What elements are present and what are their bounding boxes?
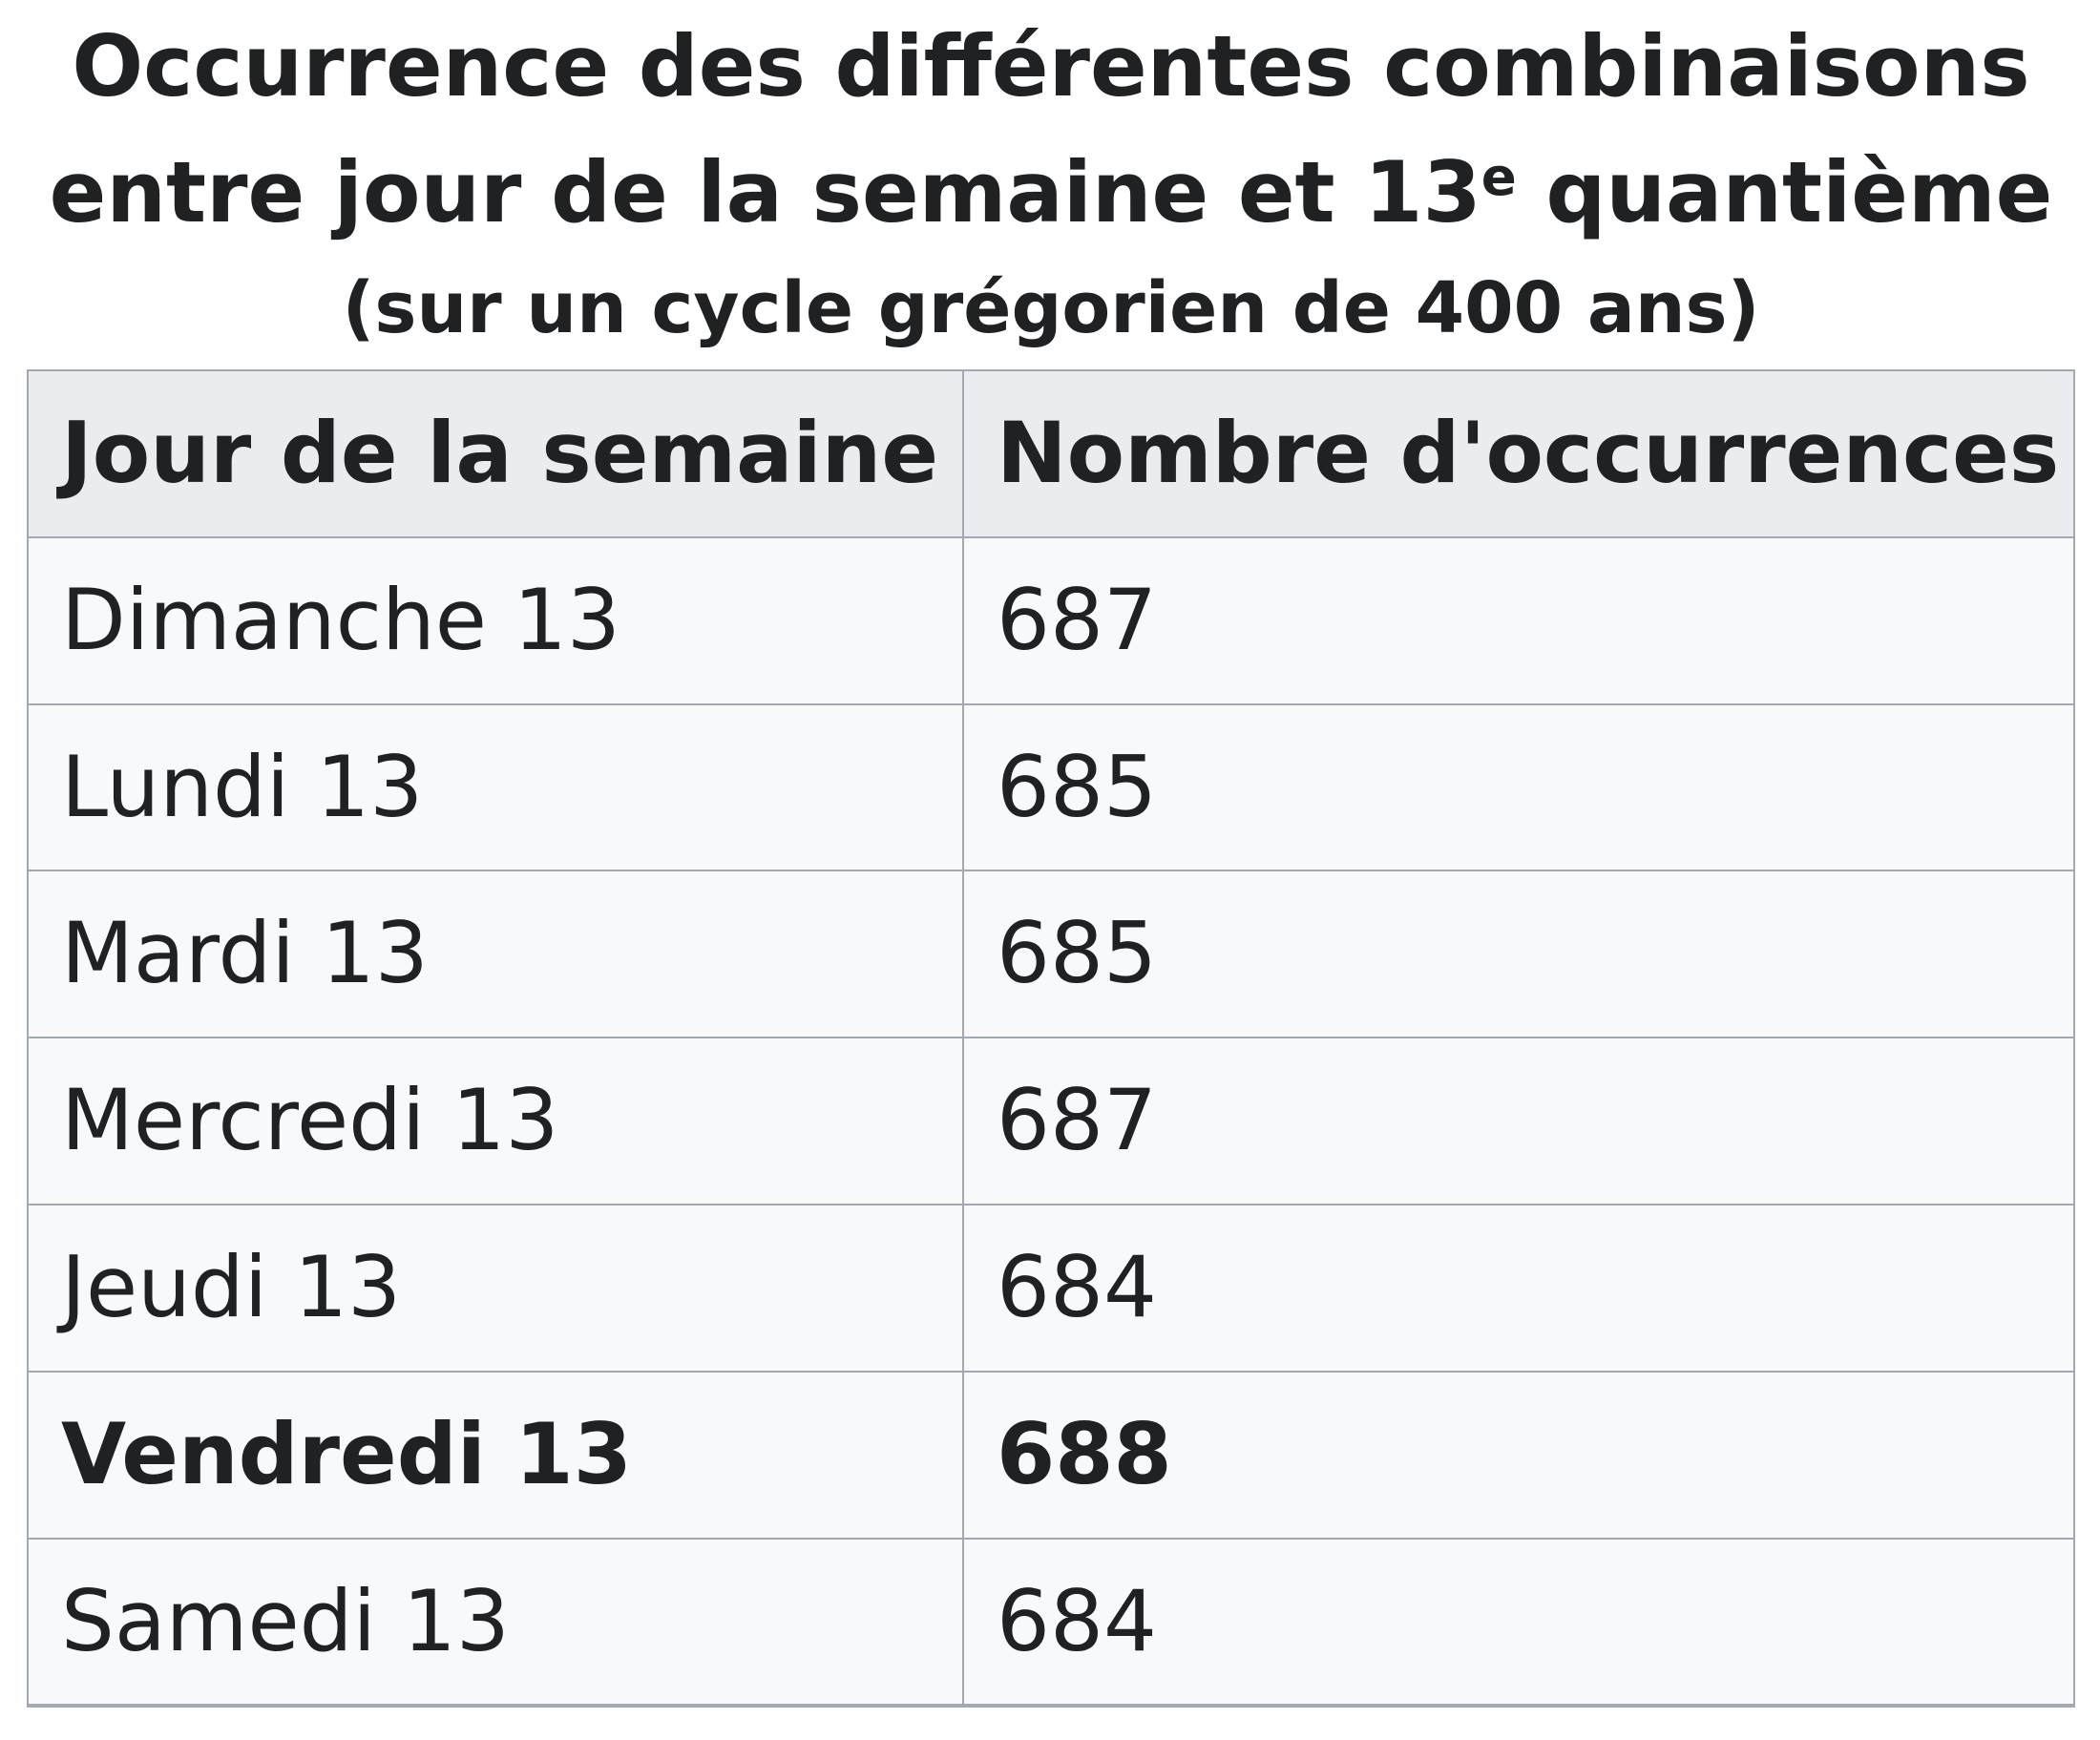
occurrence-table: Occurrence des différentes combinaisons …	[27, 0, 2075, 1709]
table-row: Dimanche 13 687	[27, 535, 2075, 705]
caption-line2-tail: quantième	[1516, 143, 2053, 241]
count-cell: 687	[962, 1037, 2075, 1205]
count-cell: 687	[962, 535, 2075, 705]
day-cell: Samedi 13	[27, 1537, 964, 1708]
table-caption: Occurrence des différentes combinaisons …	[27, 0, 2075, 369]
day-cell: Dimanche 13	[27, 535, 964, 705]
count-cell: 685	[962, 870, 2075, 1039]
day-cell: Mardi 13	[27, 870, 964, 1039]
day-cell: Mercredi 13	[27, 1037, 964, 1205]
table-row: Samedi 13 684	[27, 1537, 2075, 1708]
header-row: Jour de la semaine Nombre d'occurrences	[27, 369, 2075, 538]
table-row: Vendredi 13 688	[27, 1370, 2075, 1540]
caption-title-line-1: Occurrence des différentes combinaisons	[72, 17, 2030, 115]
table-row: Mercredi 13 687	[27, 1037, 2075, 1205]
caption-subtitle: (sur un cycle grégorien de 400 ans)	[342, 267, 1760, 349]
day-cell: Lundi 13	[27, 702, 964, 872]
count-cell: 684	[962, 1537, 2075, 1708]
count-cell: 684	[962, 1203, 2075, 1373]
day-cell: Jeudi 13	[27, 1203, 964, 1373]
count-cell: 685	[962, 702, 2075, 872]
table-row: Lundi 13 685	[27, 702, 2075, 872]
count-cell: 688	[962, 1370, 2075, 1540]
caption-title-line-2: entre jour de la semaine et 13e quantièm…	[27, 130, 2075, 256]
column-header-day: Jour de la semaine	[27, 369, 964, 538]
table-row: Mardi 13 685	[27, 870, 2075, 1039]
caption-line2-text: entre jour de la semaine et 13	[49, 143, 1481, 241]
ordinal-superscript: e	[1480, 145, 1517, 207]
table-row: Jeudi 13 684	[27, 1203, 2075, 1373]
column-header-count: Nombre d'occurrences	[962, 369, 2075, 538]
day-cell: Vendredi 13	[27, 1370, 964, 1540]
